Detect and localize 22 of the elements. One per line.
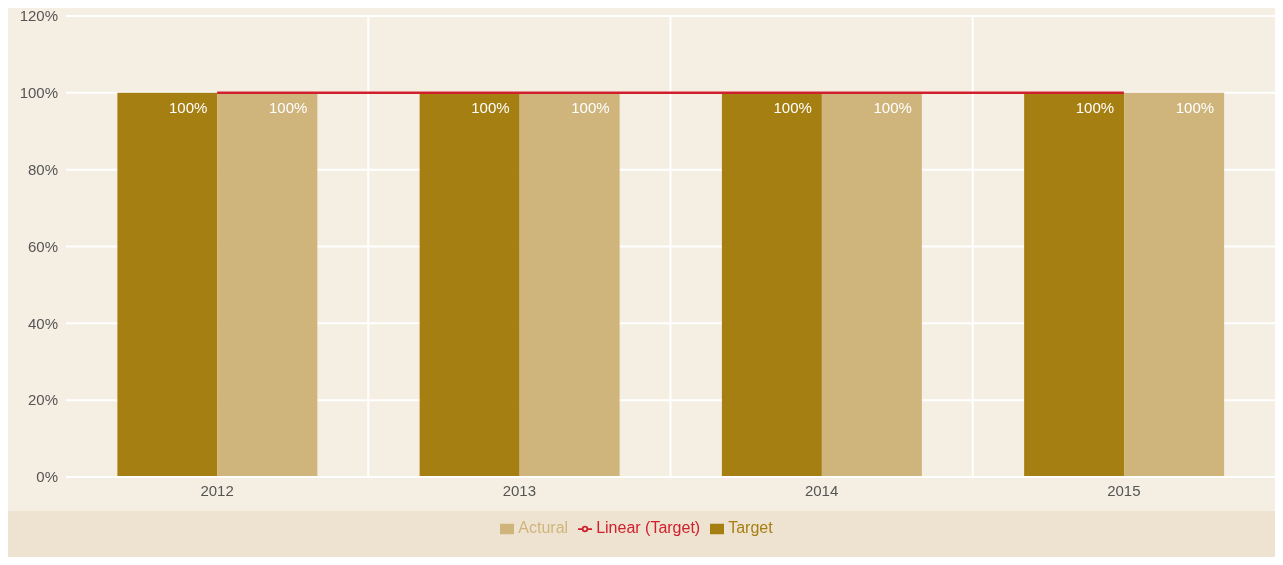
y-tick-label: 40% — [27, 314, 58, 332]
y-tick-label: 20% — [27, 391, 58, 409]
y-tick-label: 120% — [19, 7, 58, 25]
data-label: 100% — [873, 99, 912, 117]
x-tick-label: 2014 — [804, 481, 839, 499]
x-tick-label: 2015 — [1107, 481, 1141, 499]
legend-label: Linear (Target) — [596, 519, 701, 536]
x-tick-label: 2012 — [200, 481, 234, 499]
legend-label: Actural — [518, 519, 569, 536]
data-label: 100% — [1075, 99, 1115, 117]
y-tick-label: 60% — [27, 237, 58, 255]
data-label: 100% — [471, 99, 510, 117]
data-label: 100% — [269, 99, 308, 117]
data-label: 100% — [169, 99, 208, 117]
data-label: 100% — [1175, 99, 1215, 117]
y-tick-label: 100% — [19, 84, 58, 102]
legend-label: Target — [728, 519, 773, 536]
y-tick-label: 80% — [27, 160, 58, 178]
x-tick-label: 2013 — [502, 481, 537, 499]
y-tick-label: 0% — [36, 468, 58, 486]
data-label: 100% — [571, 99, 610, 117]
data-label: 100% — [773, 99, 812, 117]
